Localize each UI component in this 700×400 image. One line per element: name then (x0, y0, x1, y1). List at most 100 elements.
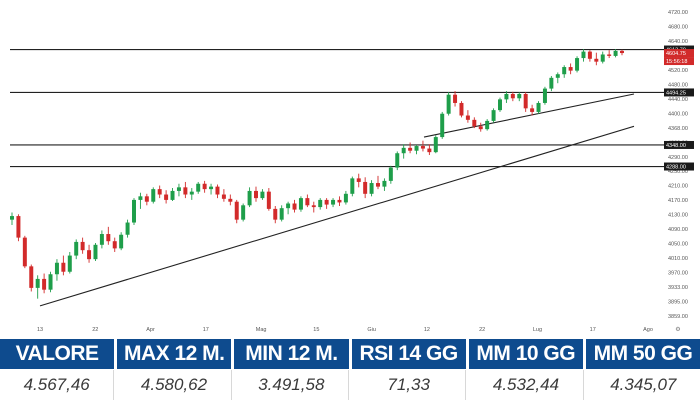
level-label-box (664, 140, 694, 149)
candle-body (196, 183, 201, 192)
y-tick-label: 4680.00 (668, 24, 688, 30)
candle-body (10, 216, 14, 220)
level-label: 4348.00 (666, 143, 686, 149)
candle-body (446, 94, 451, 114)
candle-body (132, 199, 136, 223)
y-tick-label: 3895.00 (668, 300, 688, 306)
candle-body (279, 208, 284, 220)
candle-body (273, 208, 278, 220)
candle-body (54, 262, 59, 275)
y-tick-label: 3933.00 (668, 285, 688, 291)
level-label: 4494.25 (666, 91, 686, 97)
candle-body (420, 146, 425, 149)
candle-body (600, 54, 605, 62)
stat-value-mm-10: 4.532,44 (469, 370, 584, 400)
stat-header-rsi-14: RSI 14 GG (351, 339, 466, 369)
y-tick-label: 3970.00 (668, 271, 688, 277)
candle-body (202, 183, 207, 190)
candle-body (504, 93, 509, 100)
candle-body (247, 190, 252, 206)
x-tick-label: 15 (313, 327, 319, 333)
candle-body (485, 120, 490, 130)
trendline (423, 93, 635, 138)
candle-body (22, 237, 27, 267)
candle-body (613, 50, 618, 56)
level-label: 4288.00 (666, 165, 686, 171)
candle-body (119, 234, 124, 249)
candle-body (61, 262, 66, 272)
candle-body (350, 178, 355, 194)
candle-body (42, 278, 47, 290)
candle-body (318, 199, 323, 208)
x-tick-label: 12 (424, 327, 430, 333)
candle-body (112, 241, 117, 249)
candle-body (620, 50, 624, 54)
candle-body (459, 102, 464, 116)
candle-body (305, 198, 310, 206)
current-price-label: 4604.75 (666, 51, 686, 57)
candle-body (356, 178, 361, 182)
x-tick-label: Mag (256, 327, 267, 333)
stat-value-mm-50: 4.345,07 (610, 375, 677, 394)
candle-body (395, 153, 400, 168)
candle-body (331, 199, 336, 205)
candle-body (408, 147, 413, 151)
candle-body (433, 137, 438, 153)
candle-body (414, 146, 419, 151)
y-tick-label: 4010.00 (668, 256, 688, 262)
candle-body (164, 194, 169, 200)
settings-icon: ⚙ (675, 326, 680, 333)
stat-header-mm-10: MM 10 GG (468, 339, 583, 369)
x-tick-label: Apr (146, 327, 155, 333)
candle-body (549, 77, 554, 89)
candle-body (376, 183, 380, 187)
candle-body (607, 54, 612, 56)
candle-body (401, 147, 406, 154)
stats-values-row: 4.567,46 4.580,62 3.491,58 71,33 4.532,4… (0, 370, 700, 400)
y-tick-label: 4368.00 (668, 126, 688, 132)
candle-body (183, 187, 188, 195)
candle-body (517, 93, 522, 99)
candle-body (581, 51, 586, 59)
stats-header-row: VALORE MAX 12 M. MIN 12 M. RSI 14 GG MM … (0, 339, 700, 369)
candle-body (266, 191, 271, 209)
y-tick-label: 4480.00 (668, 82, 688, 88)
x-tick-label: 13 (37, 327, 43, 333)
candle-body (29, 266, 34, 288)
y-tick-label: 4400.00 (668, 111, 688, 117)
candle-body (363, 181, 368, 194)
trendline (39, 125, 635, 307)
candle-body (575, 58, 580, 71)
candle-body (99, 234, 104, 245)
candle-body (440, 113, 445, 138)
price-time-box (664, 57, 694, 66)
candle-body (343, 193, 348, 203)
stat-value-valore: 4.567,46 (0, 370, 115, 400)
candle-body (536, 102, 541, 112)
candle-body (465, 115, 470, 120)
x-tick-label: Ago (643, 327, 653, 333)
stat-header-mm-50: MM 50 GG (585, 339, 700, 369)
candle-body (292, 203, 297, 210)
candle-body (16, 216, 21, 238)
y-tick-label: 4520.00 (668, 68, 688, 74)
candlestick-chart-svg: 4720.004680.004640.004600.004520.004480.… (10, 10, 694, 333)
candle-body (568, 67, 573, 71)
candle-body (523, 93, 528, 109)
price-chart: 4720.004680.004640.004600.004520.004480.… (10, 10, 694, 333)
stat-header-valore: VALORE (0, 339, 115, 369)
x-tick-label: 22 (479, 327, 485, 333)
y-tick-label: 4170.00 (668, 198, 688, 204)
candle-body (562, 67, 567, 75)
candle-body (189, 191, 194, 195)
candle-body (209, 186, 214, 190)
y-tick-label: 4050.00 (668, 242, 688, 248)
y-tick-label: 4720.00 (668, 10, 688, 16)
x-tick-label: 17 (590, 327, 596, 333)
candle-body (170, 190, 175, 200)
candle-body (221, 194, 226, 199)
candle-body (587, 51, 592, 59)
candle-body (228, 198, 233, 202)
candle-body (369, 183, 374, 194)
candle-body (542, 88, 547, 103)
